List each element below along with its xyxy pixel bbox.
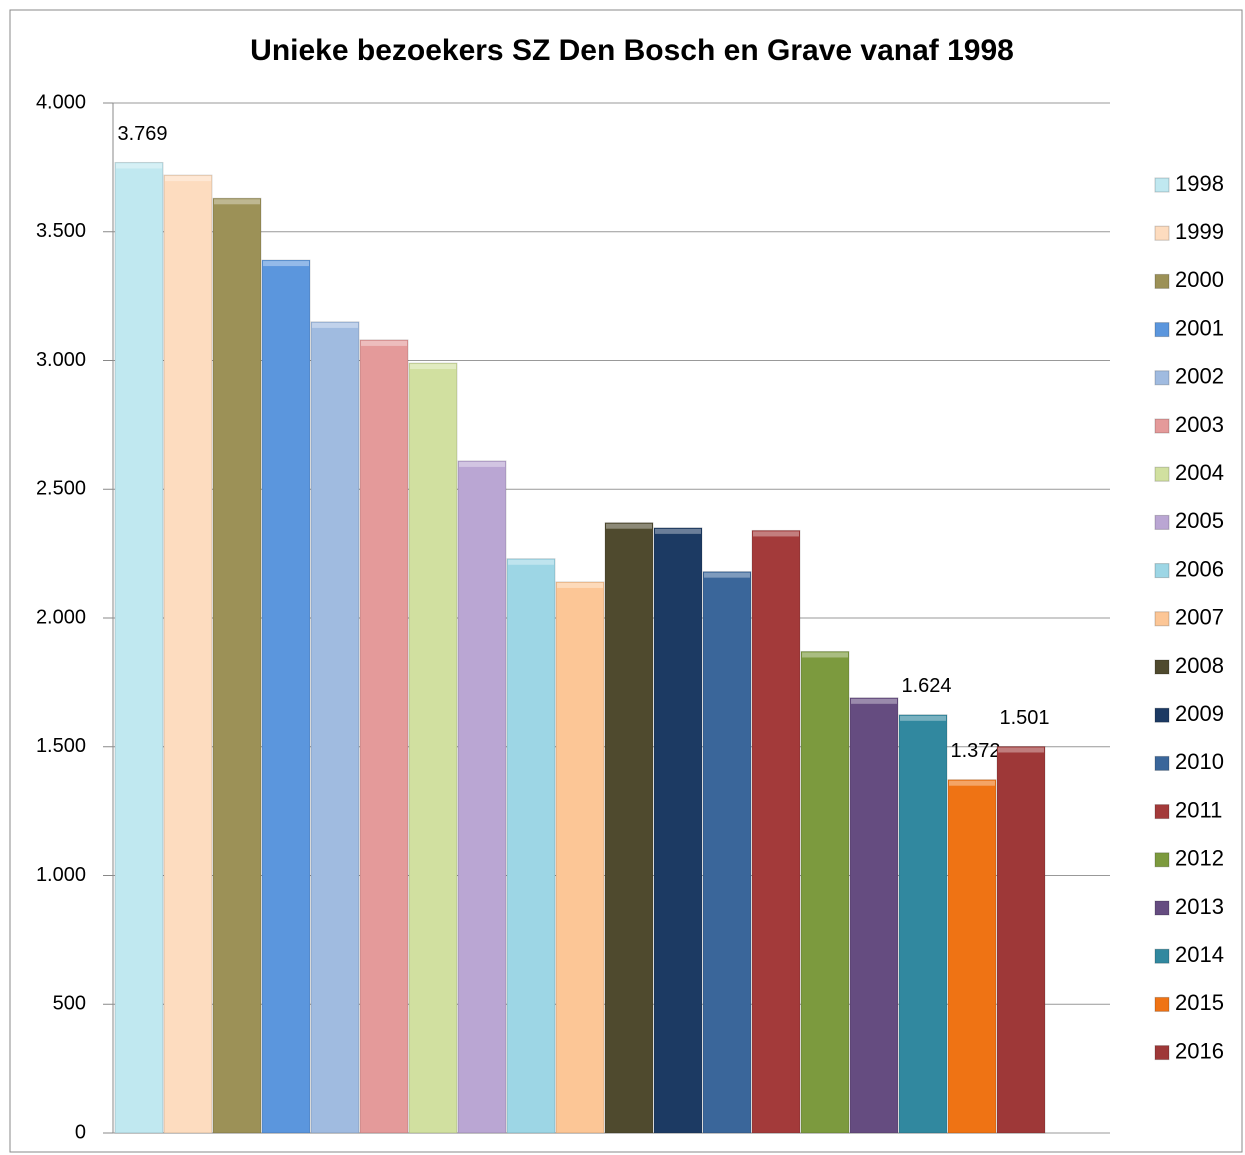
legend-label: 2000 xyxy=(1175,267,1224,292)
bar-highlight xyxy=(655,528,701,534)
legend-swatch xyxy=(1154,996,1170,1012)
bar-highlight xyxy=(459,461,505,467)
bar-highlight xyxy=(165,176,211,182)
bar xyxy=(898,714,948,1134)
bar xyxy=(408,362,458,1134)
bar-highlight xyxy=(312,322,358,328)
bar-highlight xyxy=(900,715,946,721)
bar xyxy=(506,558,556,1134)
legend-swatch xyxy=(1154,418,1170,434)
legend-label: 2005 xyxy=(1175,508,1224,533)
bar-highlight xyxy=(998,747,1044,753)
legend-label: 2016 xyxy=(1175,1038,1224,1063)
y-tick-label: 500 xyxy=(53,993,86,1015)
bar xyxy=(555,581,605,1134)
bar xyxy=(996,745,1046,1134)
legend-swatch xyxy=(1154,225,1170,241)
legend-label: 2001 xyxy=(1175,315,1224,340)
legend-label: 2010 xyxy=(1175,749,1224,774)
y-tick-label: 1.000 xyxy=(36,864,86,886)
bar xyxy=(849,697,899,1134)
legend-label: 2004 xyxy=(1175,460,1224,485)
bar xyxy=(163,174,213,1134)
legend-swatch xyxy=(1154,273,1170,289)
legend-swatch xyxy=(1154,707,1170,723)
legend-swatch xyxy=(1154,804,1170,820)
legend-label: 2012 xyxy=(1175,846,1224,871)
legend-swatch xyxy=(1154,322,1170,338)
bar-highlight xyxy=(557,582,603,588)
bar xyxy=(947,779,997,1134)
legend-swatch xyxy=(1154,611,1170,627)
legend-label: 2009 xyxy=(1175,701,1224,726)
bar xyxy=(653,527,703,1134)
bar xyxy=(359,339,409,1134)
bar-highlight xyxy=(361,340,407,346)
legend-swatch xyxy=(1154,755,1170,771)
y-tick-label: 1.500 xyxy=(36,735,86,757)
bar-highlight xyxy=(851,698,897,704)
bar-highlight xyxy=(802,652,848,658)
legend-label: 2007 xyxy=(1175,605,1224,630)
y-tick-label: 0 xyxy=(75,1121,86,1143)
data-label: 1.372 xyxy=(950,740,1000,762)
legend-label: 1999 xyxy=(1175,219,1224,244)
legend-label: 2014 xyxy=(1175,942,1224,967)
bar xyxy=(604,522,654,1134)
legend-swatch xyxy=(1154,466,1170,482)
legend-label: 1998 xyxy=(1175,171,1224,196)
bar xyxy=(261,259,311,1134)
legend-label: 2013 xyxy=(1175,894,1224,919)
bar-highlight xyxy=(214,199,260,205)
legend-label: 2002 xyxy=(1175,364,1224,389)
bar xyxy=(114,161,164,1134)
bar-highlight xyxy=(606,523,652,529)
legend-swatch xyxy=(1154,659,1170,675)
legend-swatch xyxy=(1154,177,1170,193)
bar-highlight xyxy=(704,572,750,578)
legend-label: 2008 xyxy=(1175,653,1224,678)
legend-swatch xyxy=(1154,948,1170,964)
legend-swatch xyxy=(1154,900,1170,916)
legend-swatch xyxy=(1154,1045,1170,1061)
y-tick-label: 2.500 xyxy=(36,478,86,500)
bar-highlight xyxy=(949,780,995,786)
data-label: 1.501 xyxy=(999,707,1049,729)
bar-highlight xyxy=(508,559,554,565)
bar xyxy=(457,460,507,1134)
y-tick-label: 2.000 xyxy=(36,606,86,628)
data-label: 3.769 xyxy=(117,123,167,145)
bar xyxy=(310,321,360,1134)
legend-swatch xyxy=(1154,514,1170,530)
y-tick-label: 4.000 xyxy=(36,91,86,113)
legend-swatch xyxy=(1154,563,1170,579)
bar xyxy=(751,529,801,1134)
bar-highlight xyxy=(116,163,162,169)
legend-label: 2015 xyxy=(1175,990,1224,1015)
bar xyxy=(702,571,752,1134)
bar-highlight xyxy=(753,531,799,537)
bar-highlight xyxy=(410,364,456,370)
legend-swatch xyxy=(1154,852,1170,868)
legend-label: 2006 xyxy=(1175,556,1224,581)
legend-label: 2003 xyxy=(1175,412,1224,437)
bar xyxy=(212,197,262,1134)
y-tick-label: 3.000 xyxy=(36,349,86,371)
legend-swatch xyxy=(1154,370,1170,386)
data-label: 1.624 xyxy=(901,675,951,697)
legend-label: 2011 xyxy=(1175,797,1222,822)
y-tick-label: 3.500 xyxy=(36,220,86,242)
bar xyxy=(800,650,850,1134)
bar-highlight xyxy=(263,261,309,267)
chart-title: Unieke bezoekers SZ Den Bosch en Grave v… xyxy=(250,34,1014,67)
